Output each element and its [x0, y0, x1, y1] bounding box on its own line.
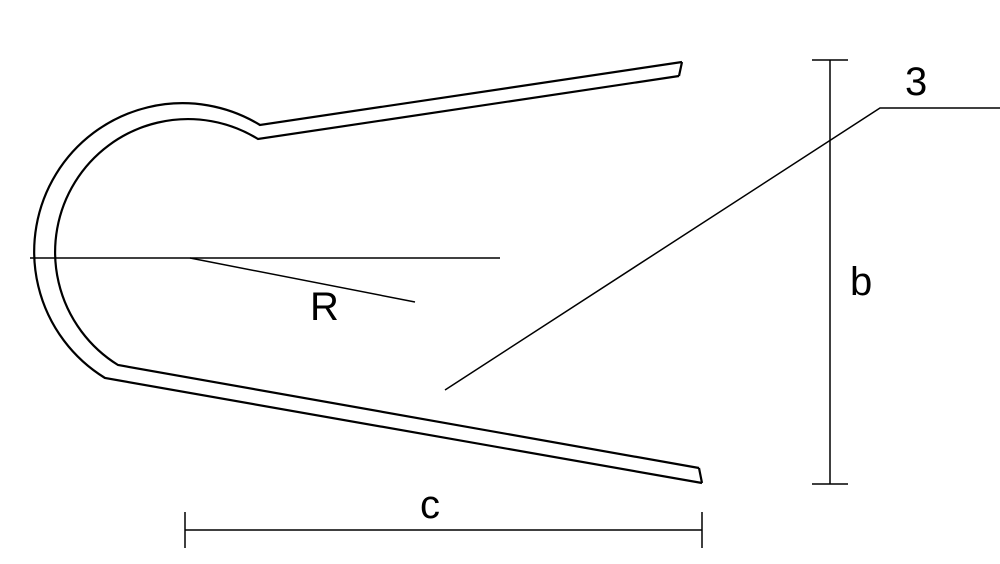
outer-outline	[34, 62, 702, 483]
upper-end-cap	[679, 62, 682, 76]
engineering-diagram: 3 R b c	[0, 0, 1000, 564]
callout-leader	[445, 108, 1000, 390]
bent-part	[34, 62, 702, 483]
dimension-b	[812, 60, 848, 484]
radius-label: R	[310, 285, 339, 329]
width-label: c	[420, 483, 440, 527]
height-label: b	[850, 260, 872, 304]
inner-outline	[55, 76, 699, 468]
lower-end-cap	[699, 468, 702, 483]
dimension-c	[185, 512, 702, 548]
radius-line	[190, 258, 415, 302]
callout-number-label: 3	[905, 60, 927, 104]
